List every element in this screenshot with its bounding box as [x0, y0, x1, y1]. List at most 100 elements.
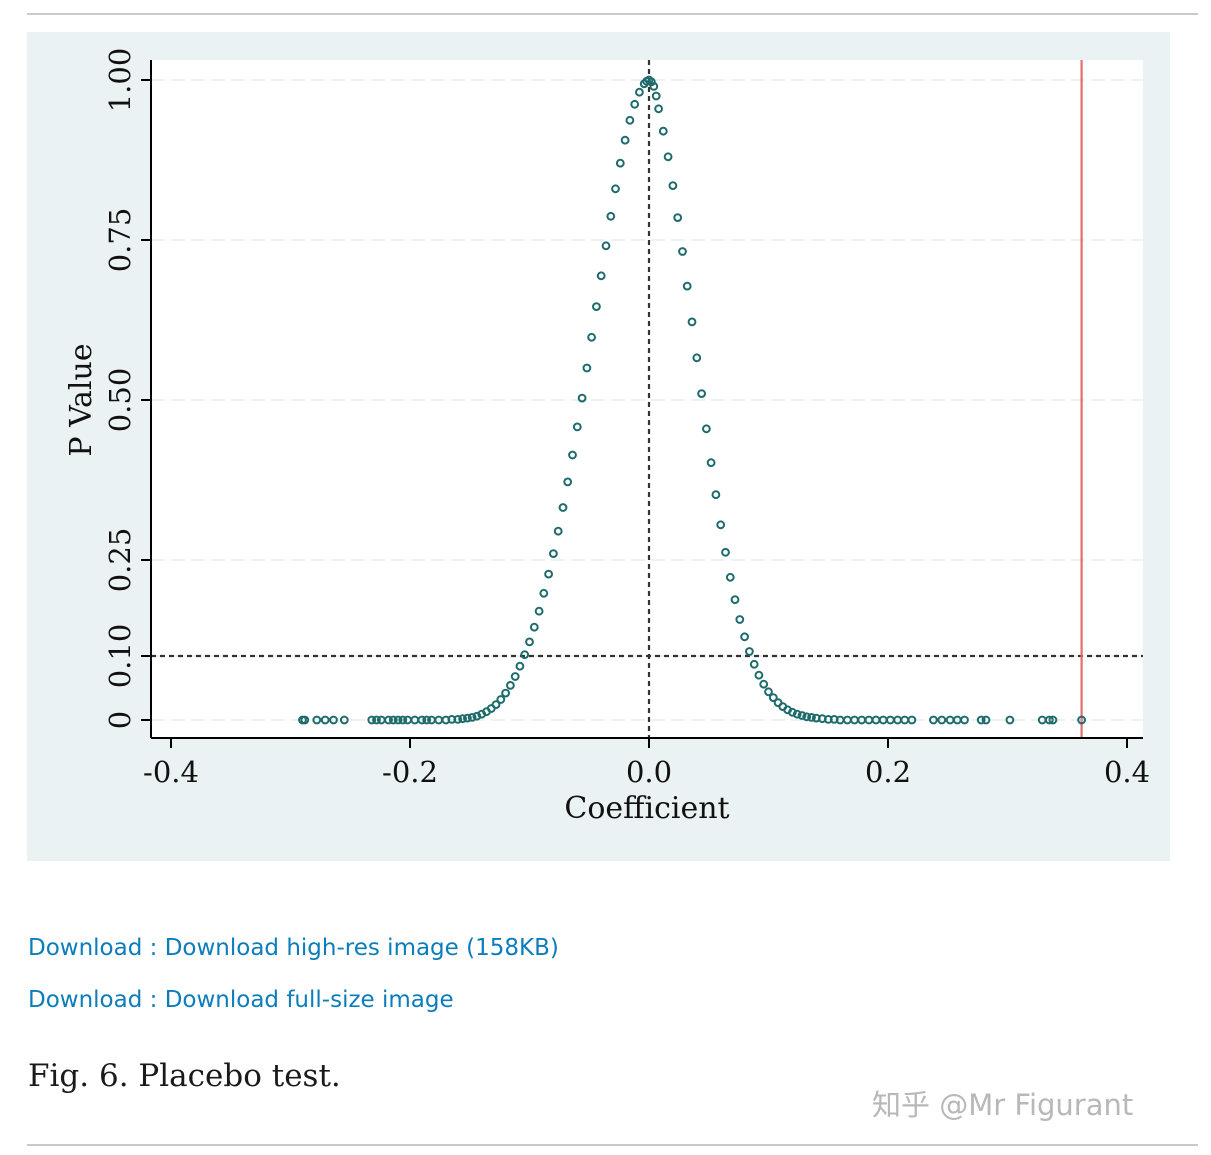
- scatter-point: [568, 450, 577, 460]
- figure-caption: Fig. 6. Placebo test.: [28, 1058, 341, 1094]
- scatter-point: [759, 679, 769, 689]
- scatter-point: [534, 606, 544, 616]
- scatter-point: [663, 152, 673, 162]
- scatter-point: [496, 695, 506, 704]
- scatter-point: [673, 213, 683, 223]
- scatter-point: [1044, 715, 1054, 725]
- scatter-point: [749, 659, 759, 669]
- scatter-point: [367, 715, 377, 725]
- download-full-size-link[interactable]: Download : Download full-size image: [28, 987, 454, 1013]
- download-high-res-link[interactable]: Download : Download high-res image (158K…: [28, 935, 559, 961]
- x-tick-label: -0.4: [143, 755, 199, 789]
- y-tick-label: 0.25: [103, 528, 137, 593]
- scatter-points: [298, 75, 1086, 725]
- scatter-point: [716, 520, 726, 530]
- scatter-point: [682, 281, 692, 291]
- scatter-point: [472, 711, 482, 721]
- scatter-point: [792, 709, 802, 719]
- scatter-point: [582, 363, 592, 373]
- scatter-point: [654, 104, 663, 114]
- scatter-point: [549, 549, 558, 558]
- watermark: 知乎 @Mr Figurant: [872, 1088, 1134, 1122]
- y-tick-label: 0: [103, 711, 137, 729]
- scatter-point: [458, 714, 468, 724]
- scatter-point: [735, 615, 745, 624]
- scatter-point: [467, 713, 477, 722]
- x-tick-label: -0.2: [382, 755, 438, 789]
- scatter-point: [635, 87, 644, 97]
- scatter-point: [937, 715, 947, 725]
- y-tick-label: 0.75: [103, 208, 137, 273]
- scatter-point: [702, 424, 711, 434]
- bottom-divider: [27, 1144, 1198, 1146]
- scatter-point: [520, 650, 530, 660]
- scatter-point: [907, 715, 917, 725]
- scatter-point: [510, 672, 520, 681]
- scatter-point: [300, 715, 310, 725]
- scatter-point: [706, 458, 716, 468]
- x-tick-label: 0.0: [626, 755, 672, 789]
- scatter-point: [960, 715, 969, 725]
- scatter-point: [740, 632, 749, 642]
- ticks: -0.4 -0.2 0.0 0.2 0.4 0 0.10 0.25 0.50 0.75 1.00: [103, 48, 1150, 789]
- scatter-point: [515, 661, 525, 671]
- scatter-point: [463, 713, 472, 723]
- scatter-point: [976, 715, 986, 725]
- scatter-point: [422, 715, 432, 725]
- scatter-point: [539, 588, 549, 598]
- top-divider: [27, 13, 1198, 15]
- scatter-point: [697, 389, 706, 399]
- scatter-point: [453, 715, 463, 724]
- scatter-point: [544, 569, 553, 579]
- reference-lines: [151, 60, 1143, 738]
- scatter-point: [592, 302, 601, 312]
- scatter-point: [797, 711, 807, 720]
- scatter-point: [398, 715, 408, 725]
- scatter-point: [393, 715, 403, 725]
- scatter-point: [615, 158, 625, 168]
- scatter-point: [529, 622, 539, 632]
- y-tick-label: 0.10: [103, 624, 137, 689]
- scatter-point: [525, 637, 534, 647]
- scatter-point: [802, 712, 812, 722]
- x-tick-label: 0.2: [865, 755, 911, 789]
- scatter-point: [417, 715, 427, 725]
- scatter-point: [1005, 715, 1015, 725]
- scatter-point: [558, 503, 568, 512]
- scatter-point: [745, 647, 754, 656]
- scatter-point: [630, 99, 640, 109]
- scatter-point: [384, 715, 393, 725]
- download-links: Download : Download high-res image (158K…: [28, 922, 559, 1026]
- x-tick-label: 0.4: [1104, 755, 1150, 789]
- scatter-point: [312, 715, 322, 725]
- scatter-point: [687, 317, 697, 327]
- scatter-point: [651, 91, 661, 101]
- scatter-point: [601, 241, 611, 251]
- y-axis-title: P Value: [64, 343, 99, 456]
- scatter-point: [649, 82, 659, 91]
- scatter-point: [1077, 715, 1086, 725]
- scatter-point: [668, 181, 678, 191]
- scatter-point: [572, 422, 582, 432]
- scatter-point: [577, 393, 587, 403]
- scatter-point: [725, 572, 735, 582]
- scatter-point: [807, 713, 816, 722]
- scatter-point: [981, 715, 991, 725]
- scatter-point: [678, 247, 687, 256]
- scatter-point: [339, 715, 349, 725]
- x-axis-title: Coefficient: [564, 791, 729, 826]
- scatter-point: [611, 184, 620, 194]
- placebo-scatter-chart: -0.4 -0.2 0.0 0.2 0.4 0 0.10 0.25 0.50 0.75 1.00 C…: [64, 48, 1150, 826]
- scatter-point: [764, 687, 773, 697]
- scatter-point: [658, 126, 668, 136]
- scatter-point: [620, 135, 630, 145]
- scatter-point: [388, 715, 398, 725]
- scatter-point: [606, 211, 616, 221]
- scatter-point: [563, 477, 573, 487]
- plot-area: [151, 60, 1143, 738]
- scatter-point: [768, 693, 778, 702]
- scatter-point: [730, 595, 740, 605]
- scatter-point: [596, 271, 606, 281]
- scatter-point: [372, 715, 381, 725]
- scatter-point: [587, 332, 596, 342]
